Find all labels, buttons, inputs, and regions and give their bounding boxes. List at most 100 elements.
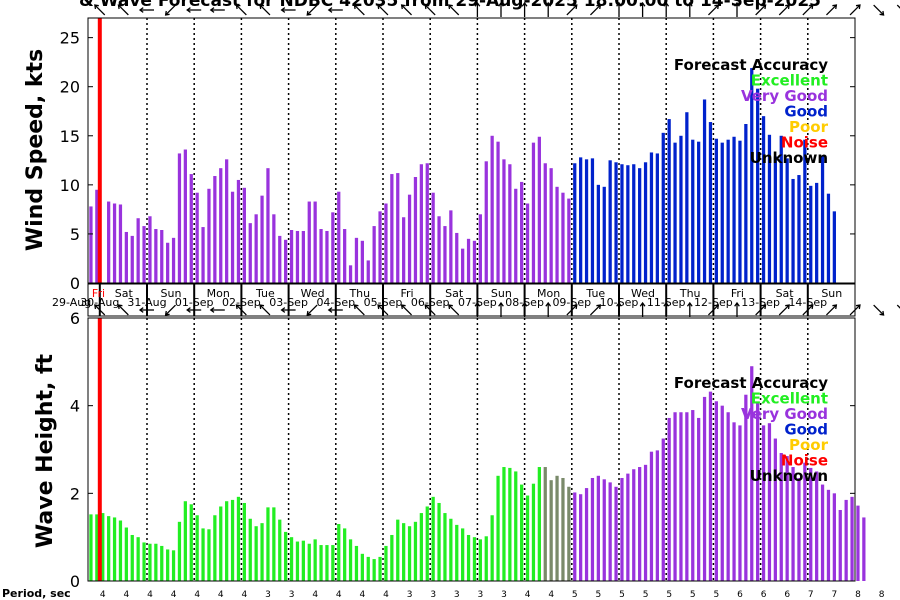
- wave-bar: [797, 477, 801, 581]
- wind-bar: [549, 168, 553, 283]
- wave-legend-item: Noise: [781, 452, 828, 470]
- wave-bar: [248, 518, 252, 581]
- wave-bar: [154, 543, 158, 581]
- wave-bar: [478, 539, 482, 581]
- wind-bar: [177, 153, 182, 283]
- wave-bar: [667, 417, 671, 581]
- wind-direction-arrowhead: [474, 301, 481, 307]
- wave-bar: [407, 526, 412, 581]
- wave-bar: [697, 417, 701, 581]
- wind-direction-arrow: [707, 4, 719, 16]
- wind-bar: [579, 157, 583, 283]
- wind-bar: [307, 201, 311, 283]
- wind-direction-arrowhead: [94, 304, 99, 310]
- wind-direction-arrowhead: [498, 1, 504, 7]
- day-name: Fri: [400, 287, 413, 300]
- wind-direction-arrowhead: [353, 4, 359, 10]
- period-value: 3: [289, 590, 295, 600]
- wind-bar: [425, 163, 429, 283]
- wind-bar: [201, 227, 205, 283]
- wind-direction-arrowhead: [186, 307, 191, 313]
- wave-bar: [331, 545, 335, 581]
- day-name: Tue: [585, 287, 605, 300]
- wind-direction-arrowhead: [663, 301, 670, 307]
- wind-direction-arrow: [235, 304, 247, 316]
- wind-direction-arrowhead: [424, 4, 430, 10]
- wind-bar: [673, 142, 677, 283]
- wind-direction-arrow: [259, 304, 271, 316]
- period-value: 5: [572, 590, 578, 600]
- wave-bar: [673, 412, 677, 581]
- wind-bar: [803, 139, 807, 283]
- wave-bar: [384, 545, 388, 581]
- wave-bar: [225, 501, 229, 581]
- wave-bar: [461, 528, 465, 581]
- period-value: 4: [100, 590, 106, 600]
- wind-bar: [726, 139, 730, 283]
- wind-bar: [826, 193, 831, 283]
- wave-ytick-label: 6: [70, 309, 80, 328]
- wave-bar: [419, 513, 423, 581]
- wave-bar: [207, 529, 211, 581]
- wave-bar: [242, 502, 246, 581]
- wind-bar: [608, 160, 612, 283]
- wave-bar: [272, 507, 276, 581]
- wave-bar: [844, 499, 848, 581]
- wind-direction-arrow: [235, 4, 247, 16]
- wind-direction-arrow: [896, 304, 900, 309]
- wind-direction-arrowhead: [259, 4, 265, 10]
- wind-direction-arrowhead: [808, 4, 814, 10]
- wind-direction-arrowhead: [327, 7, 333, 13]
- wave-bar: [502, 467, 506, 581]
- wind-direction-arrowhead: [377, 304, 383, 310]
- wind-direction-arrowhead: [448, 304, 453, 310]
- wind-bar: [643, 162, 648, 283]
- wind-bar: [213, 176, 217, 283]
- wave-legend-item: Good: [784, 421, 828, 439]
- wind-direction-arrow: [802, 304, 814, 316]
- period-value: 5: [596, 590, 602, 600]
- day-name: Wed: [631, 287, 655, 300]
- wind-bar: [555, 186, 559, 283]
- wind-bar: [472, 240, 477, 283]
- wave-bar: [579, 494, 583, 581]
- day-name: Mon: [207, 287, 230, 300]
- wave-bar: [761, 425, 766, 581]
- wind-bar: [301, 230, 305, 283]
- wave-bar: [520, 484, 524, 581]
- wind-direction-arrow: [117, 4, 129, 16]
- wave-legend-item: Unknown: [750, 467, 828, 485]
- wind-bar: [490, 135, 494, 283]
- wind-bar: [112, 203, 117, 283]
- wind-bar: [567, 198, 571, 283]
- wind-bar: [148, 216, 152, 283]
- day-date: 02-Sep: [222, 296, 261, 309]
- period-value: 4: [194, 590, 200, 600]
- wind-bar: [667, 119, 671, 283]
- wind-bar: [679, 135, 683, 283]
- wind-direction-arrow: [306, 4, 318, 16]
- wind-bar: [413, 177, 418, 283]
- wind-direction-arrowhead: [572, 4, 578, 10]
- wind-bar: [632, 164, 636, 283]
- wind-direction-arrow: [825, 4, 837, 16]
- period-value: 6: [761, 590, 767, 600]
- wind-bar: [573, 163, 577, 283]
- wave-bar: [171, 550, 176, 581]
- wind-bar: [118, 204, 123, 283]
- wave-bar: [160, 545, 164, 581]
- wind-direction-arrowhead: [616, 1, 622, 7]
- day-date: 14-Sep: [788, 296, 827, 309]
- wave-bar: [431, 496, 435, 581]
- wind-direction-arrowhead: [448, 4, 453, 10]
- wind-direction-arrowhead: [327, 307, 333, 313]
- wind-direction-arrow: [778, 4, 790, 16]
- wind-bar: [820, 156, 825, 283]
- wind-bar: [738, 140, 742, 283]
- wind-bar: [638, 168, 642, 283]
- wave-bar: [720, 405, 724, 581]
- wind-bar: [502, 159, 506, 283]
- period-value: 4: [525, 590, 531, 600]
- wave-bar: [95, 514, 99, 581]
